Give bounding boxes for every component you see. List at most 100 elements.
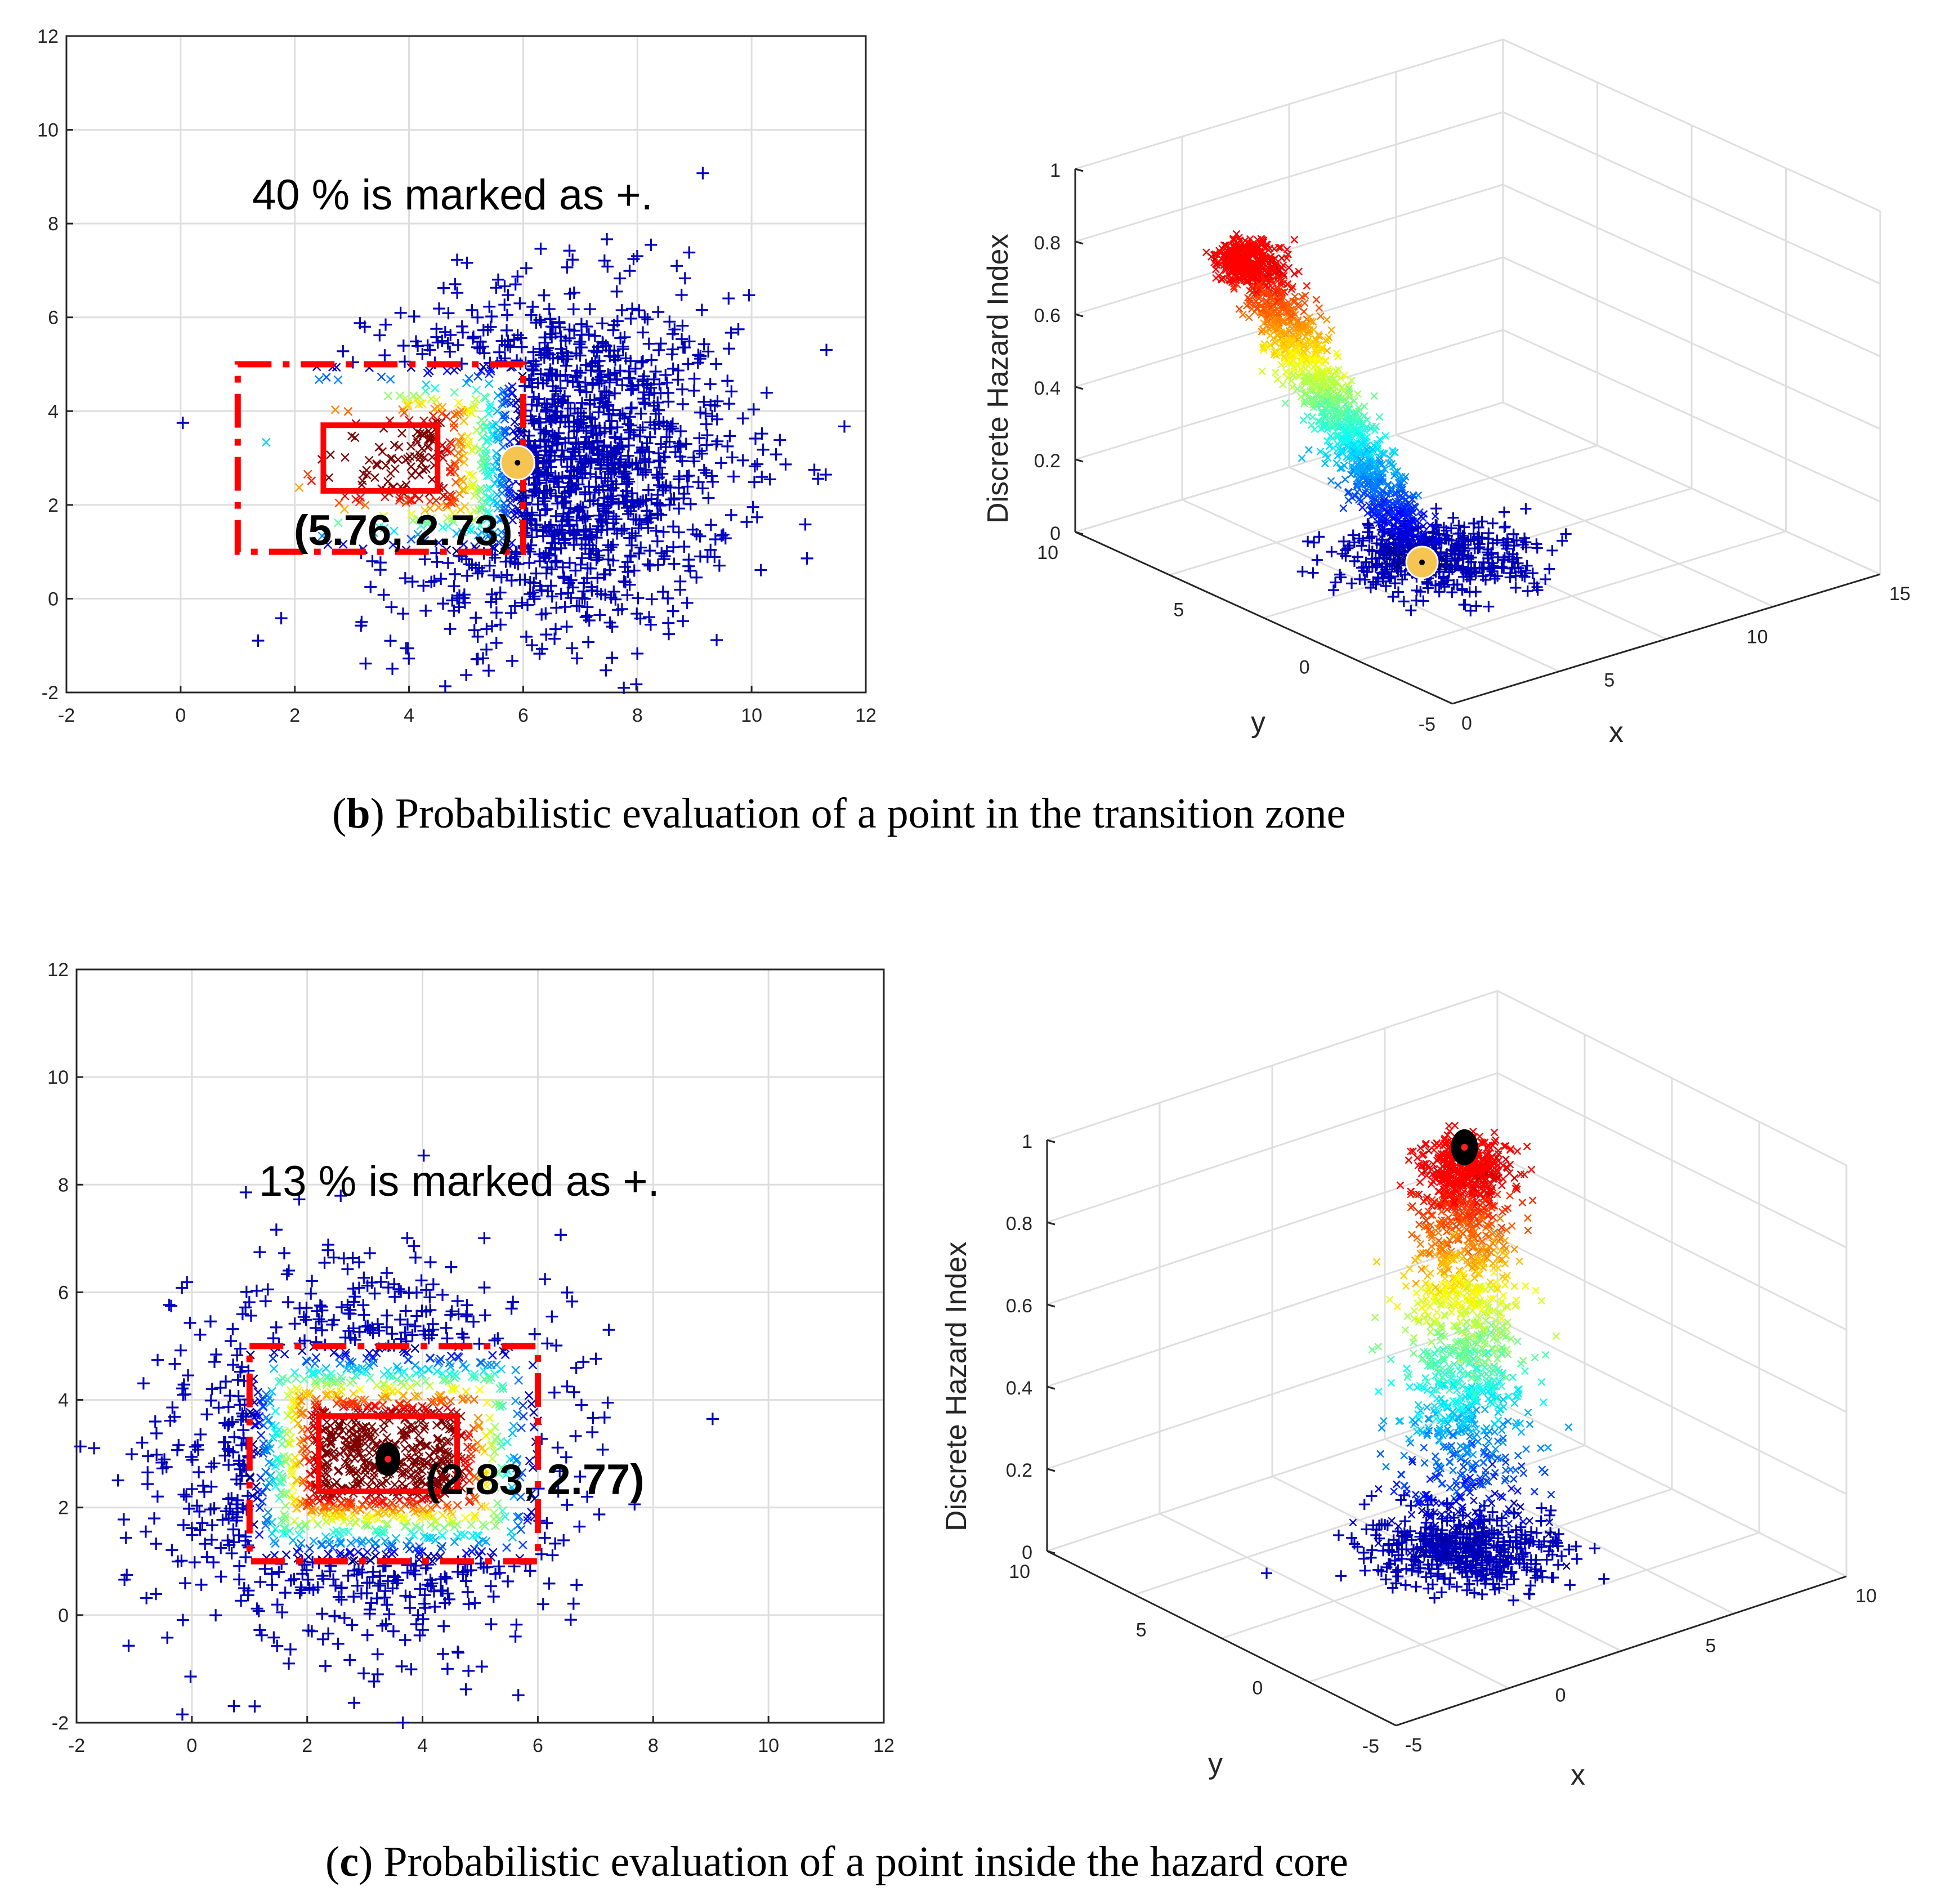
plus-point	[695, 447, 708, 460]
plus-point	[710, 357, 723, 370]
plus-point	[571, 503, 584, 516]
plus-point	[543, 302, 556, 315]
x-point	[504, 482, 513, 492]
plus-point	[740, 516, 753, 529]
x-point	[407, 471, 417, 480]
plus-point	[416, 347, 429, 360]
plus-point	[601, 260, 614, 273]
y-tick-label: 8	[48, 213, 59, 235]
plus-point	[700, 439, 713, 452]
plus-point	[473, 561, 486, 574]
z-tick-label: 1	[1050, 160, 1061, 181]
plus-point	[692, 348, 705, 361]
x-point	[459, 458, 469, 467]
x-tick-label: 8	[632, 705, 643, 726]
plus-point	[723, 430, 736, 443]
plus-point	[642, 337, 655, 350]
z-tick-mark	[1075, 240, 1084, 245]
plus-point	[706, 410, 719, 423]
panel-b-xlabel: x	[1609, 716, 1624, 749]
plus-point-3d	[1544, 563, 1555, 575]
plus-point	[544, 328, 557, 341]
x-point	[493, 406, 502, 416]
plus-point	[373, 329, 386, 342]
x-point	[485, 508, 494, 518]
plus-point	[548, 632, 561, 645]
x-point	[449, 419, 459, 428]
x-point	[484, 409, 493, 418]
plus-point	[757, 443, 770, 456]
plus-point	[451, 338, 464, 351]
plus-point-3d	[1326, 546, 1338, 558]
plus-point	[755, 427, 768, 440]
x-point	[507, 538, 516, 548]
plus-point	[534, 242, 547, 255]
x-point	[415, 428, 425, 438]
plus-point	[579, 513, 592, 526]
plus-point	[651, 535, 664, 548]
x-point	[303, 470, 312, 479]
x-point	[477, 415, 486, 425]
plus-point	[566, 376, 579, 388]
plus-point	[601, 233, 614, 246]
plus-point	[667, 343, 679, 356]
x-point	[466, 406, 475, 415]
plus-point-3d	[1521, 560, 1533, 571]
plus-point	[524, 512, 536, 525]
plus-point	[580, 320, 593, 333]
plus-point	[485, 620, 498, 633]
x-point-3d	[1303, 281, 1311, 290]
plus-point	[385, 601, 398, 614]
x-point	[369, 528, 378, 538]
plus-point	[575, 341, 588, 354]
plus-point	[721, 440, 734, 453]
plus-point	[660, 479, 673, 492]
plus-point	[571, 652, 583, 665]
plus-point	[561, 461, 574, 473]
y-tick-label: 0	[48, 588, 59, 610]
x-point	[459, 417, 468, 426]
plus-point	[602, 368, 615, 381]
plus-point	[584, 360, 597, 373]
x-point	[467, 481, 476, 490]
plus-point	[521, 598, 534, 611]
plus-point	[574, 464, 587, 477]
side-wall-zline	[1502, 401, 1881, 575]
plus-point	[471, 567, 484, 580]
plus-point	[600, 505, 612, 518]
x-point	[485, 400, 495, 410]
plus-point	[549, 385, 562, 397]
x-point	[458, 485, 467, 495]
plus-point	[630, 607, 643, 620]
x-point	[372, 459, 381, 468]
plus-point	[579, 486, 592, 499]
plus-point	[513, 297, 526, 310]
plus-point	[408, 310, 421, 323]
plus-point	[699, 407, 712, 420]
plus-point	[651, 497, 664, 509]
plus-point	[471, 311, 484, 324]
x-tick-label: 10	[1747, 627, 1768, 648]
plus-point	[444, 329, 457, 342]
plus-point	[505, 574, 518, 587]
plus-point	[598, 385, 611, 397]
plus-point	[754, 564, 767, 576]
x-point	[439, 484, 448, 493]
x-point	[497, 482, 507, 491]
plus-point	[644, 618, 657, 631]
plus-point	[520, 631, 533, 643]
plus-point	[448, 580, 460, 593]
plus-point	[696, 167, 709, 180]
panel-c-2d-grid	[75, 968, 885, 1724]
plus-point	[650, 524, 663, 537]
plus-point	[548, 449, 561, 462]
plus-point	[736, 454, 749, 467]
x-point	[469, 400, 479, 409]
plus-point	[563, 244, 576, 257]
z-tick-mark	[1075, 458, 1084, 463]
panel-b-3d-points	[1202, 230, 1572, 616]
plus-point	[605, 450, 618, 463]
plus-point	[533, 555, 546, 567]
plus-point	[676, 383, 689, 396]
